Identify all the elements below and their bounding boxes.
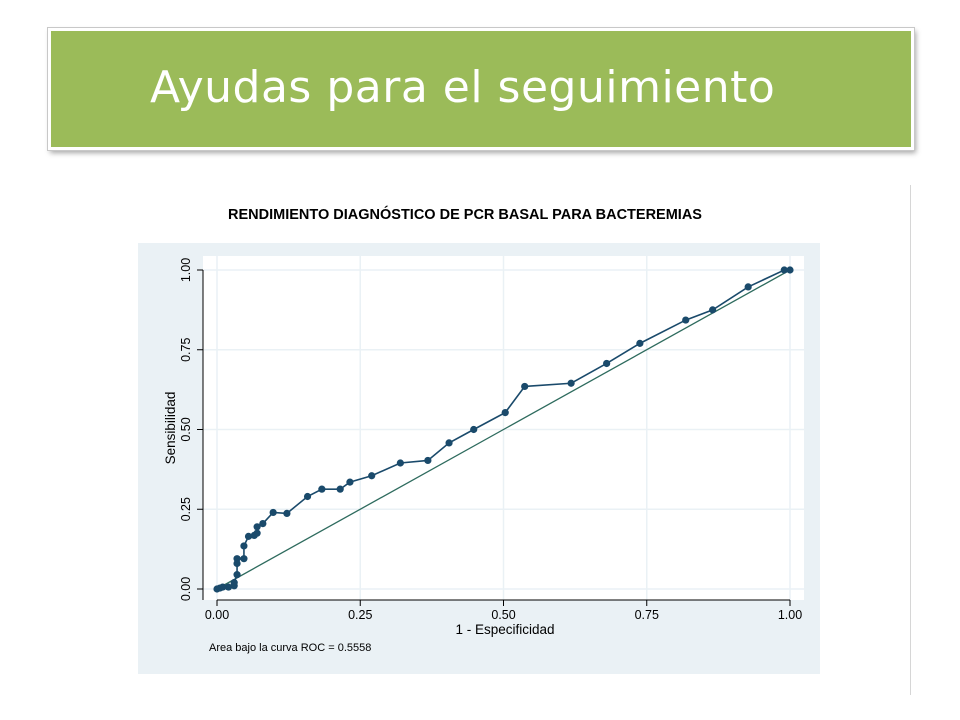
x-tick-label: 0.75 [635, 608, 659, 622]
roc-point [603, 359, 611, 368]
roc-point [253, 523, 261, 531]
y-tick-labels: 0.00 0.25 0.50 0.75 1.00 [179, 258, 193, 601]
roc-point [224, 583, 233, 591]
roc-point [253, 529, 261, 537]
roc-point [396, 459, 404, 467]
grid-lines [203, 256, 804, 600]
x-axis-label: 1 - Especificidad [455, 622, 554, 637]
roc-point [567, 379, 575, 387]
roc-point [233, 555, 241, 563]
x-tick-label: 0.50 [491, 608, 515, 622]
roc-point [501, 408, 509, 417]
roc-point [368, 472, 376, 480]
roc-point [230, 579, 238, 587]
roc-point [240, 555, 248, 563]
roc-point [244, 532, 253, 540]
chart-title: RENDIMIENTO DIAGNÓSTICO DE PCR BASAL PAR… [228, 205, 702, 223]
roc-point [445, 439, 453, 447]
roc-point [636, 339, 644, 347]
roc-point [682, 316, 690, 324]
roc-point [283, 509, 291, 517]
roc-point [336, 485, 344, 493]
roc-point [269, 508, 277, 517]
roc-point [318, 485, 326, 493]
slide-title: Ayudas para el seguimiento [150, 62, 776, 113]
axes [197, 269, 791, 606]
roc-point [303, 492, 312, 501]
roc-curve-points [213, 266, 794, 593]
slide-divider [910, 185, 911, 695]
roc-point [233, 571, 241, 579]
y-tick-label: 1.00 [179, 258, 193, 282]
x-tick-label: 1.00 [778, 608, 802, 622]
y-tick-label: 0.00 [179, 577, 193, 601]
y-tick-label: 0.25 [179, 497, 193, 521]
auc-annotation: Area bajo la curva ROC = 0.5558 [209, 642, 371, 654]
y-tick-label: 0.75 [179, 338, 193, 362]
x-tick-label: 0.00 [205, 608, 229, 622]
x-tick-labels: 0.00 0.25 0.50 0.75 1.00 [205, 608, 802, 622]
roc-point [424, 456, 432, 465]
roc-point [259, 520, 267, 528]
roc-point [786, 266, 794, 274]
reference-diagonal-line [216, 269, 791, 590]
y-axis-label: Sensibilidad [163, 392, 178, 465]
y-tick-label: 0.50 [179, 417, 193, 441]
roc-point [219, 583, 227, 591]
roc-point [470, 425, 478, 434]
roc-point [240, 542, 248, 550]
roc-point [744, 283, 752, 291]
roc-point [521, 382, 529, 391]
roc-point [709, 306, 717, 314]
title-banner [48, 28, 914, 150]
roc-point [780, 266, 788, 274]
roc-point [346, 478, 354, 486]
x-tick-label: 0.25 [348, 608, 372, 622]
